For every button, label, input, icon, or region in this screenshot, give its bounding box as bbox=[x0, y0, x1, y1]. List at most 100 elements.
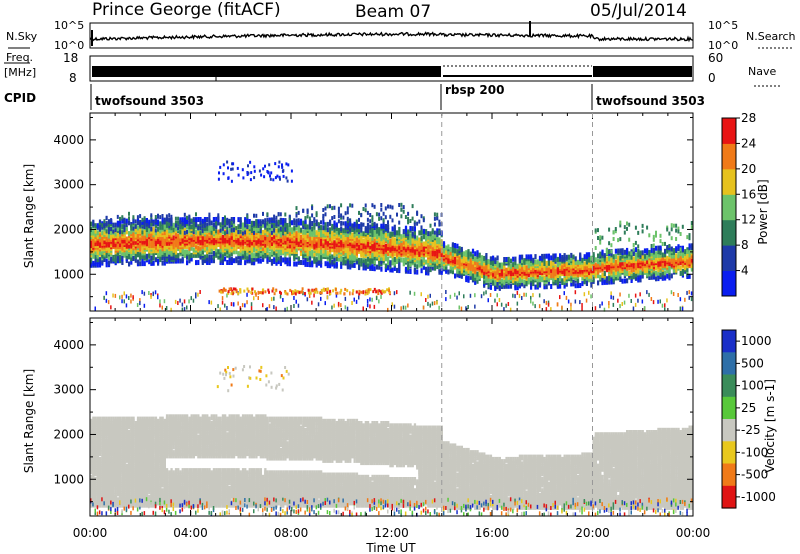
power-cell bbox=[270, 171, 273, 175]
power-cell bbox=[217, 220, 220, 226]
power-cell bbox=[322, 248, 325, 254]
power-cell bbox=[621, 248, 624, 254]
power-cell bbox=[532, 279, 535, 285]
power-cell bbox=[311, 213, 314, 218]
power-cell bbox=[664, 307, 666, 312]
power-cell bbox=[454, 255, 457, 261]
power-cell bbox=[253, 176, 256, 180]
power-cell bbox=[279, 255, 282, 261]
power-cell bbox=[623, 230, 626, 235]
power-cell bbox=[536, 280, 539, 286]
power-cell bbox=[480, 255, 483, 261]
power-cell bbox=[594, 273, 597, 279]
power-cell bbox=[559, 274, 562, 280]
power-cell bbox=[259, 240, 262, 246]
power-cell bbox=[603, 253, 606, 259]
power-cell bbox=[369, 228, 372, 234]
power-cell bbox=[608, 241, 611, 246]
power-cell bbox=[333, 234, 336, 240]
power-cell bbox=[384, 233, 387, 238]
power-cell bbox=[505, 267, 508, 273]
power-cell bbox=[375, 296, 378, 301]
power-cell bbox=[597, 228, 599, 233]
power-cell bbox=[422, 241, 425, 247]
power-cell bbox=[380, 216, 383, 221]
power-cell bbox=[565, 254, 568, 260]
power-cell bbox=[601, 276, 604, 282]
power-cell bbox=[366, 242, 370, 248]
power-cell bbox=[186, 305, 188, 310]
power-cell bbox=[333, 227, 336, 233]
power-cell bbox=[295, 206, 298, 211]
power-cell bbox=[648, 292, 650, 297]
power-cell bbox=[608, 263, 611, 269]
power-cell bbox=[420, 235, 423, 241]
power-cell bbox=[112, 229, 115, 234]
power-cell bbox=[364, 203, 367, 208]
power-cell bbox=[195, 260, 198, 266]
power-cell bbox=[208, 218, 211, 224]
power-cell bbox=[159, 215, 162, 220]
power-cell bbox=[594, 269, 597, 275]
power-cell bbox=[398, 230, 401, 236]
power-cell bbox=[266, 212, 269, 217]
power-cell bbox=[659, 299, 661, 304]
power-cell bbox=[179, 224, 182, 229]
power-cell bbox=[230, 231, 233, 237]
power-cell bbox=[599, 235, 602, 240]
power-cell bbox=[420, 268, 423, 274]
power-cell bbox=[416, 235, 419, 241]
power-cell bbox=[333, 263, 336, 269]
power-cell bbox=[657, 249, 660, 255]
power-cell bbox=[288, 217, 291, 222]
power-cell bbox=[574, 256, 577, 262]
power-cell bbox=[177, 253, 180, 259]
power-cell bbox=[181, 307, 184, 312]
power-cell bbox=[382, 211, 385, 216]
power-cell bbox=[503, 257, 506, 262]
power-cell bbox=[317, 232, 320, 238]
power-cell bbox=[351, 301, 353, 305]
power-cell bbox=[672, 292, 675, 296]
power-cell bbox=[581, 281, 584, 287]
power-cell bbox=[272, 178, 275, 182]
power-cell bbox=[641, 270, 644, 276]
power-cell bbox=[132, 215, 135, 220]
power-cell bbox=[425, 298, 427, 302]
power-cell bbox=[599, 304, 601, 309]
power-cell bbox=[500, 262, 504, 268]
power-cell bbox=[632, 306, 635, 311]
power-cell bbox=[125, 303, 128, 308]
power-cell bbox=[257, 231, 260, 237]
power-cell bbox=[576, 259, 580, 265]
power-cell bbox=[623, 300, 626, 305]
power-cell bbox=[366, 262, 370, 268]
power-cell bbox=[675, 246, 678, 252]
power-cell bbox=[460, 306, 463, 311]
power-cell bbox=[96, 233, 99, 239]
power-cell bbox=[281, 163, 283, 167]
power-cell bbox=[139, 298, 141, 303]
power-cell bbox=[617, 255, 620, 261]
power-cell bbox=[324, 261, 327, 267]
power-cell bbox=[186, 249, 189, 255]
power-cell bbox=[659, 239, 662, 244]
power-cell bbox=[266, 221, 269, 226]
power-cell bbox=[358, 257, 361, 263]
power-cell bbox=[438, 222, 441, 227]
power-cell bbox=[366, 222, 370, 228]
power-cell bbox=[212, 251, 215, 256]
power-cell bbox=[536, 259, 539, 265]
power-cell bbox=[425, 230, 427, 235]
power-cell bbox=[646, 290, 648, 295]
power-cell bbox=[308, 222, 312, 228]
power-cell bbox=[165, 217, 169, 223]
power-cell bbox=[262, 253, 265, 259]
power-cell bbox=[652, 300, 655, 305]
power-cell bbox=[121, 224, 124, 230]
power-cell bbox=[619, 223, 622, 228]
power-cell bbox=[610, 257, 613, 263]
power-cell bbox=[380, 234, 383, 240]
power-cell bbox=[349, 203, 352, 208]
power-cell bbox=[235, 245, 238, 251]
